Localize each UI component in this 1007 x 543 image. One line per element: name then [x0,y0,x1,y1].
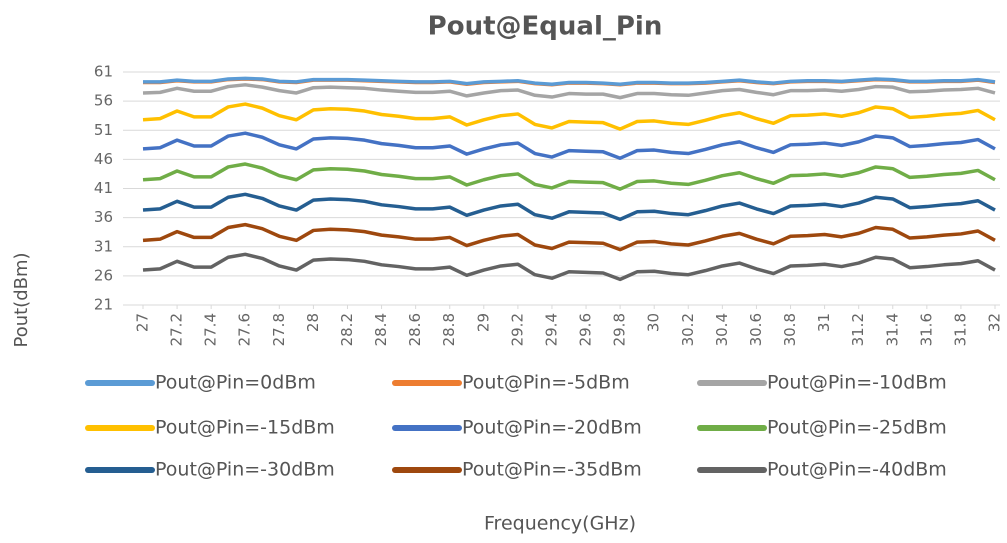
y-tick-label: 31 [94,237,113,255]
x-tick-label: 27.6 [236,313,254,346]
x-axis-label: Frequency(GHz) [484,513,636,535]
y-tick-label: 46 [94,150,113,168]
y-tick-label: 36 [94,208,113,226]
x-tick-label: 27.2 [168,313,186,346]
x-tick-label: 27.8 [270,313,288,346]
x-tick-label: 30.2 [679,313,697,346]
x-tick-label: 32 [986,313,1004,332]
series-line [142,252,996,282]
y-tick-label: 51 [94,121,113,139]
series-line [142,222,996,252]
x-tick-label: 27.4 [202,313,220,346]
legend-label: Pout@Pin=-35dBm [462,459,642,481]
x-tick-label: 29.8 [611,313,629,346]
legend-label: Pout@Pin=-10dBm [767,372,947,394]
x-tick-label: 31.8 [951,313,969,346]
series-line [142,102,996,131]
legend-label: Pout@Pin=-40dBm [767,459,947,481]
x-tick-label: 30.6 [747,313,765,346]
x-tick-label: 29.4 [542,313,560,346]
y-tick-label: 41 [94,179,113,197]
x-tick-label: 30 [645,313,663,332]
legend-label: Pout@Pin=-25dBm [767,417,947,439]
series-line [142,83,996,100]
x-tick-label: 31 [815,313,833,332]
x-tick-label: 30.4 [713,313,731,346]
x-tick-label: 28.4 [372,313,390,346]
series-line [142,131,996,160]
x-tick-label: 28.2 [338,313,356,346]
series-line [142,162,996,191]
chart-title: Pout@Equal_Pin [428,12,663,42]
x-tick-label: 28.8 [440,313,458,346]
y-tick-label: 56 [94,92,113,110]
series-line [143,76,996,86]
x-tick-label: 28.6 [406,313,424,346]
legend-label: Pout@Pin=-20dBm [462,417,642,439]
y-tick-label: 21 [94,296,113,314]
x-tick-label: 30.8 [781,313,799,346]
y-tick-label: 61 [94,63,113,81]
x-tick-label: 29.6 [577,313,595,346]
x-tick-label: 29.2 [508,313,526,346]
x-tick-label: 31.2 [849,313,867,346]
x-tick-label: 27 [134,313,152,332]
legend-label: Pout@Pin=-5dBm [462,372,630,394]
x-tick-label: 31.6 [917,313,935,346]
legend-label: Pout@Pin=-30dBm [155,459,335,481]
legend-label: Pout@Pin=-15dBm [155,417,335,439]
x-tick-label: 28 [304,313,322,332]
series-line [142,192,996,222]
x-tick-label: 31.4 [883,313,901,346]
x-tick-label: 29 [474,313,492,332]
y-tick-label: 26 [94,266,113,284]
y-axis-label: Pout(dBm) [11,252,32,347]
legend-label: Pout@Pin=0dBm [155,372,316,394]
